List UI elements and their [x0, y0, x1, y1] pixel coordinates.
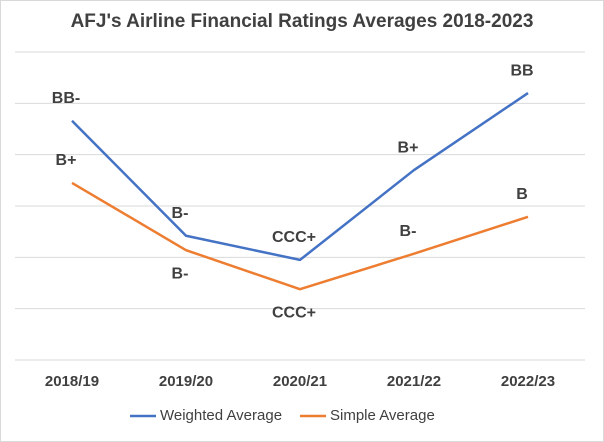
data-label: B-: [172, 205, 189, 222]
data-label: BB: [510, 62, 533, 79]
x-tick-label: 2021/22: [387, 373, 441, 390]
data-label: B+: [398, 139, 419, 156]
data-label: B: [516, 186, 528, 203]
line-series: [71, 181, 529, 291]
data-label: CCC+: [272, 304, 316, 321]
legend-label: Weighted Average: [160, 407, 282, 424]
chart-title: AFJ's Airline Financial Ratings Averages…: [71, 11, 534, 32]
legend-label: Simple Average: [330, 407, 435, 424]
data-label: CCC+: [272, 229, 316, 246]
x-tick-label: 2019/20: [159, 373, 213, 390]
line-series: [71, 92, 529, 262]
data-label: B-: [400, 223, 417, 240]
data-label: B+: [56, 152, 77, 169]
x-tick-label: 2018/19: [45, 373, 99, 390]
data-label: BB-: [52, 90, 80, 107]
x-tick-label: 2020/21: [273, 373, 327, 390]
x-tick-label: 2022/23: [501, 373, 555, 390]
data-label: B-: [172, 265, 189, 282]
